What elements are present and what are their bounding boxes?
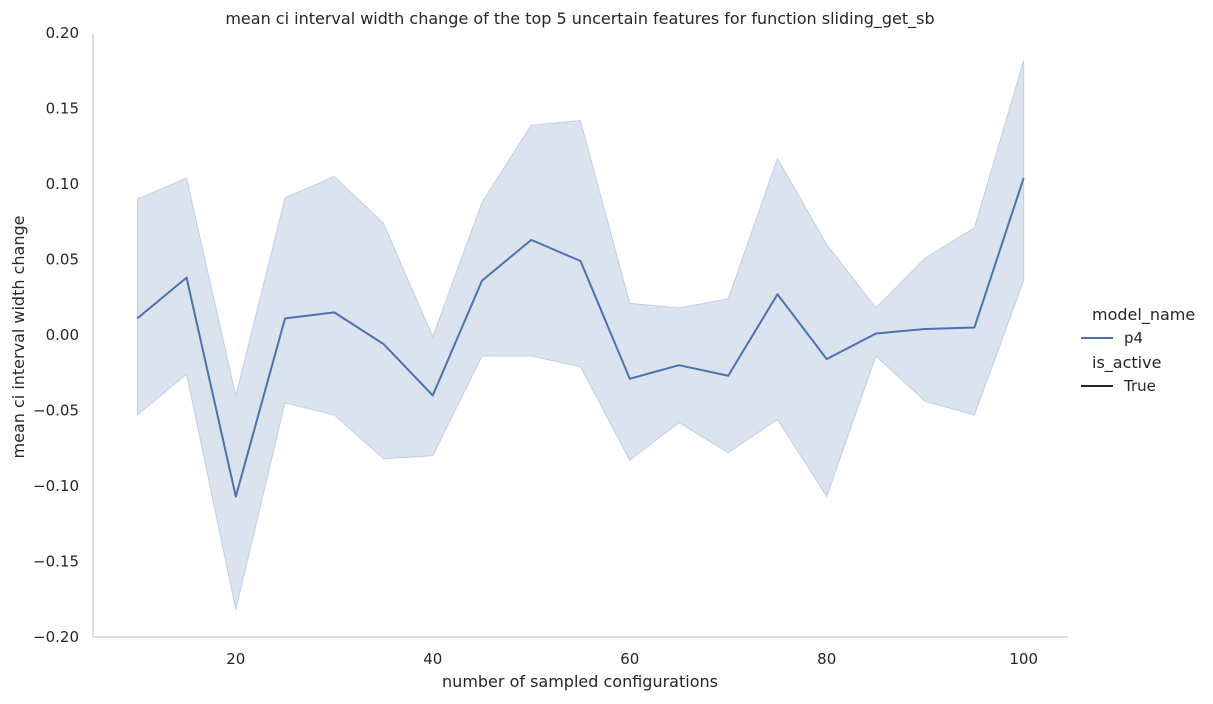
data-point-p4	[924, 328, 926, 330]
x-tick-label: 80	[817, 650, 836, 668]
data-point-p4	[383, 343, 385, 345]
data-point-p4	[333, 311, 335, 313]
data-point-p4	[875, 332, 877, 334]
confidence-band-layer	[136, 60, 1025, 610]
y-tick-label: 0.00	[46, 326, 79, 344]
data-point-p4	[432, 394, 434, 396]
y-tick-label: 0.20	[46, 24, 79, 42]
y-tick-label: 0.10	[46, 175, 79, 193]
y-axis-label: mean ci interval width change	[9, 216, 28, 459]
y-tick-label: −0.05	[33, 402, 79, 420]
data-point-p4	[776, 293, 778, 295]
data-point-p4	[727, 375, 729, 377]
y-tick-label: −0.20	[33, 628, 79, 646]
axes-layer	[92, 33, 1068, 638]
y-tick-label: 0.05	[46, 251, 79, 269]
legend-label-true: True	[1123, 377, 1156, 395]
x-tick-label: 100	[1009, 650, 1038, 668]
legend-style-title: is_active	[1092, 353, 1161, 373]
data-point-p4	[530, 239, 532, 241]
y-tick-label: −0.10	[33, 477, 79, 495]
legend-label-p4: p4	[1124, 329, 1143, 347]
x-tick-label: 40	[423, 650, 442, 668]
data-point-p4	[826, 358, 828, 360]
x-tick-label: 60	[620, 650, 639, 668]
x-tick-label: 20	[226, 650, 245, 668]
data-point-p4	[678, 364, 680, 366]
data-point-p4	[284, 317, 286, 319]
data-point-p4	[235, 496, 237, 498]
y-tick-label: 0.15	[46, 100, 79, 118]
data-point-p4	[136, 317, 138, 319]
y-tick-label: −0.15	[33, 553, 79, 571]
data-point-p4	[186, 277, 188, 279]
series-line-layer	[136, 177, 1025, 498]
series-line-p4	[136, 177, 1025, 498]
data-point-p4	[481, 280, 483, 282]
data-point-p4	[1023, 177, 1025, 179]
data-point-p4	[580, 260, 582, 262]
data-point-p4	[629, 378, 631, 380]
legend-hue-title: model_name	[1092, 305, 1195, 325]
ticks-layer: −0.20 −0.15 −0.10 −0.05 0.00 0.05 0.10 0.15 0.20…	[33, 24, 1038, 668]
legend: model_name p4 is_active True	[1081, 305, 1195, 395]
confidence-band-p4	[136, 60, 1025, 610]
x-axis-label: number of sampled configurations	[442, 672, 718, 691]
data-point-p4	[973, 326, 975, 328]
chart-title: mean ci interval width change of the top…	[225, 9, 934, 29]
